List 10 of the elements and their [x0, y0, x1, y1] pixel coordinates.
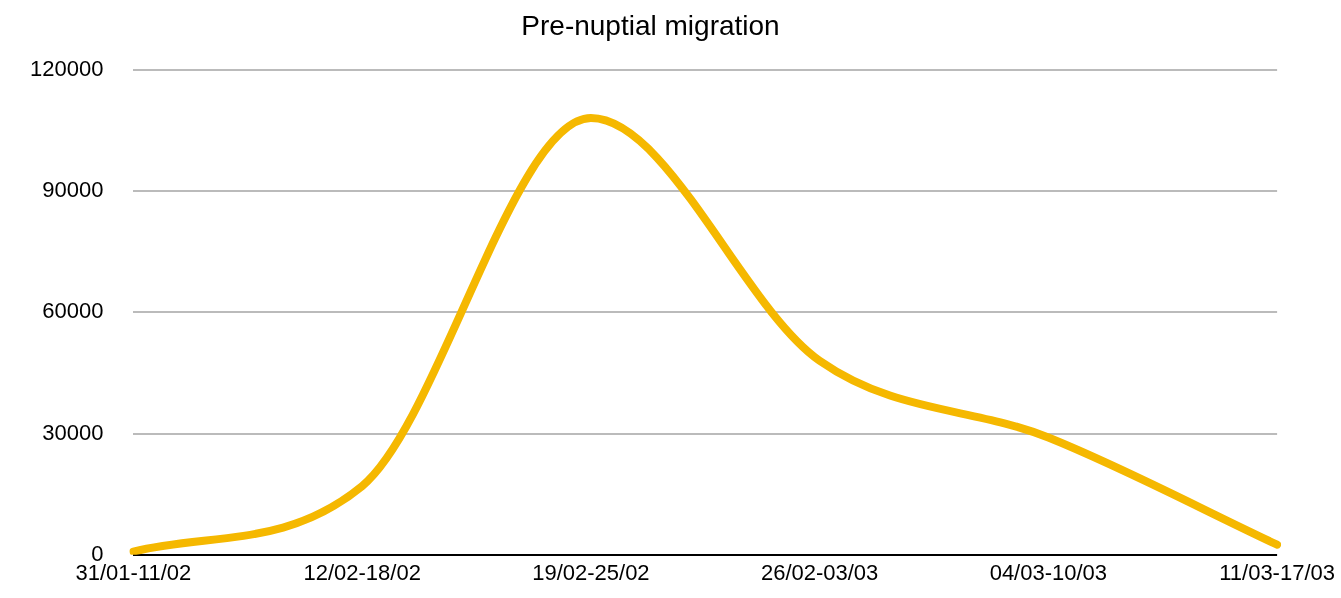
- x-tick-label: 19/02-25/02: [532, 560, 650, 586]
- y-tick-label: 60000: [42, 298, 104, 324]
- x-tick-label: 26/02-03/03: [760, 560, 879, 586]
- y-tick-label: 90000: [42, 176, 104, 202]
- x-tick-label: 04/03-10/03: [989, 560, 1108, 586]
- chart-title: Pre-nuptial migration: [521, 9, 780, 41]
- y-tick-label: 30000: [42, 419, 104, 445]
- x-tick-label: 11/03-17/03: [1219, 560, 1336, 586]
- y-tick-label: 120000: [29, 55, 104, 81]
- x-tick-label: 12/02-18/02: [303, 560, 421, 586]
